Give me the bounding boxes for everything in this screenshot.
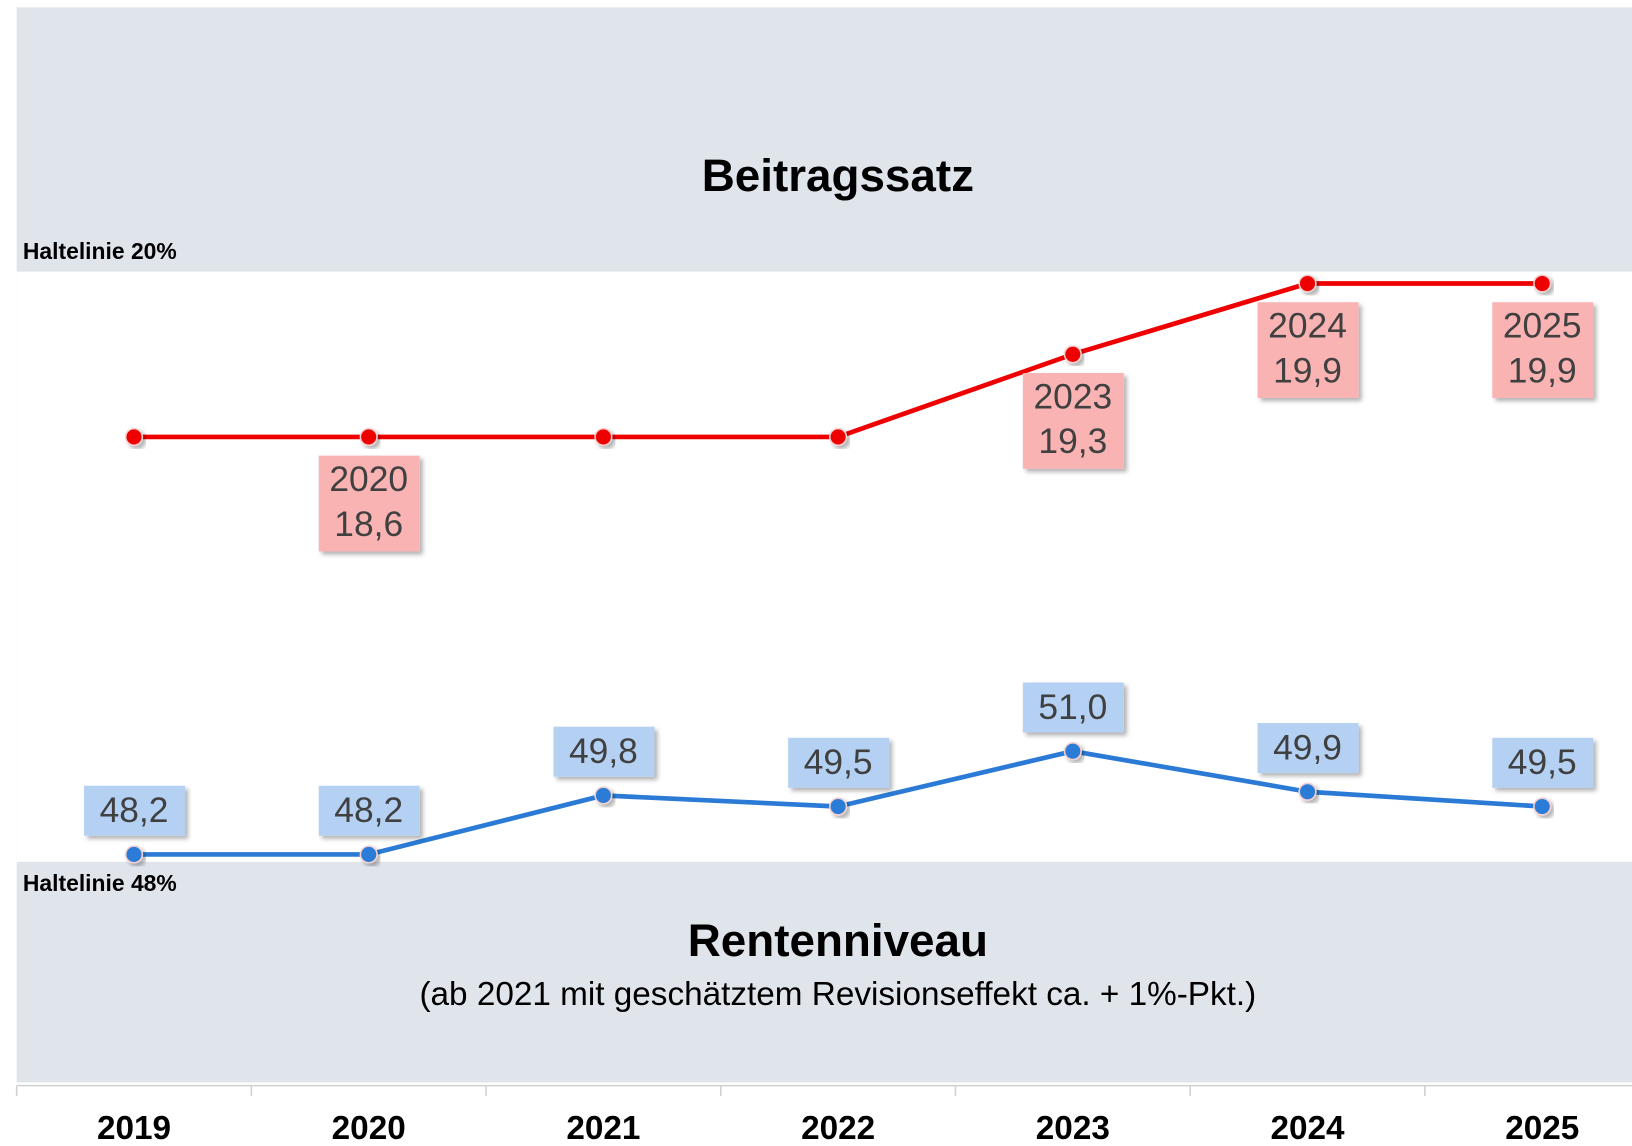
x-tick-label: 2022 xyxy=(801,1110,875,1146)
data-label: 49,5 xyxy=(1508,743,1577,782)
label-box xyxy=(1257,302,1359,398)
data-label-year: 2023 xyxy=(1033,377,1112,416)
label-box xyxy=(1257,723,1359,774)
x-tick-label: 2021 xyxy=(566,1110,640,1146)
data-point xyxy=(359,427,378,447)
data-label: 48,2 xyxy=(100,791,169,830)
label-box xyxy=(318,785,420,836)
x-tick-label: 2019 xyxy=(97,1110,171,1146)
data-point xyxy=(594,427,613,447)
data-point xyxy=(124,845,144,864)
data-label: 19,9 xyxy=(1508,351,1577,390)
data-point xyxy=(829,427,848,447)
label-box xyxy=(553,726,655,777)
x-tick-label: 2023 xyxy=(1036,1110,1110,1146)
data-label: 49,8 xyxy=(569,732,638,771)
data-point xyxy=(359,845,378,864)
data-label: 19,9 xyxy=(1273,351,1342,390)
data-point xyxy=(1063,742,1082,761)
label-box xyxy=(318,455,420,552)
label-box xyxy=(1022,682,1124,733)
data-label: 51,0 xyxy=(1038,688,1107,727)
data-label: 49,5 xyxy=(804,743,873,782)
label-box xyxy=(84,785,186,836)
x-tick-label: 2024 xyxy=(1270,1110,1345,1146)
data-label: 49,9 xyxy=(1273,728,1342,767)
label-box xyxy=(1492,737,1594,788)
data-point xyxy=(1298,274,1317,293)
data-point xyxy=(1063,345,1082,364)
annotation: Haltelinie 48% xyxy=(23,870,177,896)
data-label: 18,6 xyxy=(334,505,403,544)
x-tick-label: 2020 xyxy=(332,1110,406,1146)
label-box xyxy=(1022,373,1124,469)
data-point xyxy=(829,797,848,816)
top-title: Beitragssatz xyxy=(702,150,974,201)
annotation: Haltelinie 20% xyxy=(23,238,177,264)
data-label-year: 2025 xyxy=(1503,307,1582,346)
data-point xyxy=(1298,782,1317,801)
data-label-year: 2024 xyxy=(1268,307,1347,346)
data-point xyxy=(1533,797,1552,816)
label-box xyxy=(1492,302,1594,398)
subtitle: (ab 2021 mit geschätztem Revisionseffekt… xyxy=(419,976,1256,1013)
label-box xyxy=(788,737,890,788)
data-label-year: 2020 xyxy=(329,460,408,499)
data-point xyxy=(594,786,613,805)
data-label: 19,3 xyxy=(1038,422,1107,461)
data-label: 48,2 xyxy=(334,791,403,830)
data-point xyxy=(1533,274,1552,293)
data-point xyxy=(124,427,144,447)
x-tick-label: 2025 xyxy=(1505,1110,1579,1146)
bottom-title: Rentenniveau xyxy=(688,915,988,966)
